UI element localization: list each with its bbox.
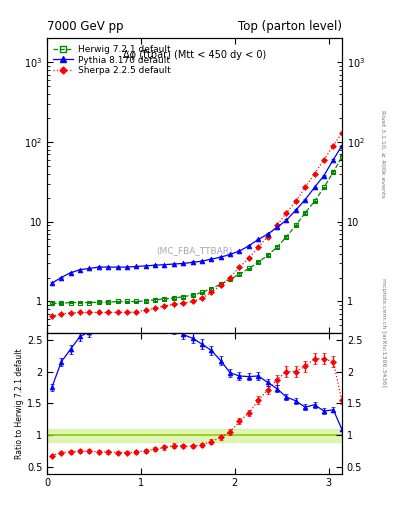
Bar [47, 429, 342, 442]
Legend: Herwig 7.2.1 default, Pythia 8.170 default, Sherpa 2.2.5 default: Herwig 7.2.1 default, Pythia 8.170 defau… [51, 43, 173, 77]
Text: 7000 GeV pp: 7000 GeV pp [47, 20, 124, 33]
Text: (MC_FBA_TTBAR): (MC_FBA_TTBAR) [156, 246, 233, 255]
Text: Rivet 3.1.10, ≥ 400k events: Rivet 3.1.10, ≥ 400k events [381, 110, 386, 198]
Y-axis label: Ratio to Herwig 7.2.1 default: Ratio to Herwig 7.2.1 default [15, 348, 24, 459]
Text: mcplots.cern.ch [arXiv:1306.3436]: mcplots.cern.ch [arXiv:1306.3436] [381, 279, 386, 387]
Text: Δφ (t̅tbar) (Mtt < 450 dy < 0): Δφ (t̅tbar) (Mtt < 450 dy < 0) [123, 50, 266, 60]
Text: Top (parton level): Top (parton level) [238, 20, 342, 33]
